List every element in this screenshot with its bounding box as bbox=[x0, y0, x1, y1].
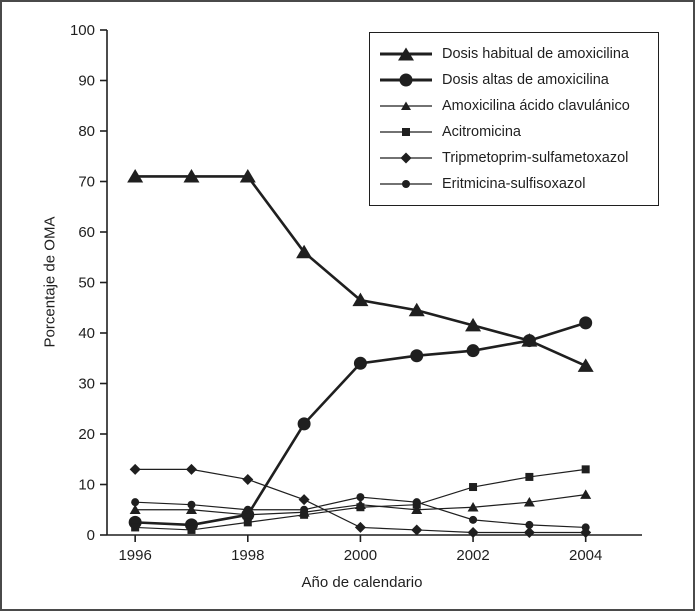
y-tick-label: 10 bbox=[78, 477, 95, 494]
legend: Dosis habitual de amoxicilina Dosis alta… bbox=[369, 32, 659, 206]
x-tick-label: 2000 bbox=[344, 547, 377, 564]
thin-line-circle-small-marker-icon bbox=[380, 176, 432, 192]
legend-item: Eritmicina-sulfisoxazol bbox=[380, 171, 648, 197]
y-tick-label: 20 bbox=[78, 426, 95, 443]
y-tick-label: 100 bbox=[70, 22, 95, 39]
thick-line-triangle-large-marker-icon bbox=[380, 46, 432, 62]
legend-item: Acitromicina bbox=[380, 119, 648, 145]
legend-item: Dosis altas de amoxicilina bbox=[380, 67, 648, 93]
x-tick-label: 2004 bbox=[569, 547, 602, 564]
y-tick-label: 0 bbox=[87, 527, 95, 544]
thick-line-circle-large-marker-icon bbox=[380, 72, 432, 88]
y-tick-label: 40 bbox=[78, 325, 95, 342]
x-tick-label: 1996 bbox=[118, 547, 151, 564]
thin-line-diamond-small-marker-icon bbox=[380, 150, 432, 166]
legend-item: Dosis habitual de amoxicilina bbox=[380, 41, 648, 67]
legend-label: Dosis altas de amoxicilina bbox=[442, 72, 609, 88]
legend-label: Acitromicina bbox=[442, 124, 521, 140]
legend-label: Dosis habitual de amoxicilina bbox=[442, 46, 629, 62]
legend-item: Amoxicilina ácido clavulánico bbox=[380, 93, 648, 119]
y-tick-label: 80 bbox=[78, 123, 95, 140]
y-axis-title: Porcentaje de OMA bbox=[41, 216, 59, 348]
y-tick-label: 90 bbox=[78, 73, 95, 90]
x-tick-label: 2002 bbox=[456, 547, 489, 564]
axes bbox=[100, 29, 642, 542]
y-tick-label: 70 bbox=[78, 174, 95, 191]
y-tick-label: 60 bbox=[78, 224, 95, 241]
thin-line-square-small-marker-icon bbox=[380, 124, 432, 140]
thin-line-triangle-small-marker-icon bbox=[380, 98, 432, 114]
y-tick-label: 30 bbox=[78, 376, 95, 393]
legend-label: Eritmicina-sulfisoxazol bbox=[442, 176, 586, 192]
legend-label: Amoxicilina ácido clavulánico bbox=[442, 98, 630, 114]
legend-item: Tripmetoprim-sulfametoxazol bbox=[380, 145, 648, 171]
series-eritmicina-sulfisoxazol bbox=[131, 493, 590, 532]
tick-labels: 0 10 20 30 40 50 60 70 80 90 100 1996 1998 2000 2002 20… bbox=[70, 22, 602, 564]
series-dosis-altas-de-amoxicilina bbox=[128, 316, 593, 532]
x-axis-title: Año de calendario bbox=[301, 574, 423, 591]
legend-label: Tripmetoprim-sulfametoxazol bbox=[442, 150, 629, 166]
y-tick-label: 50 bbox=[78, 275, 95, 292]
x-tick-label: 1998 bbox=[231, 547, 264, 564]
